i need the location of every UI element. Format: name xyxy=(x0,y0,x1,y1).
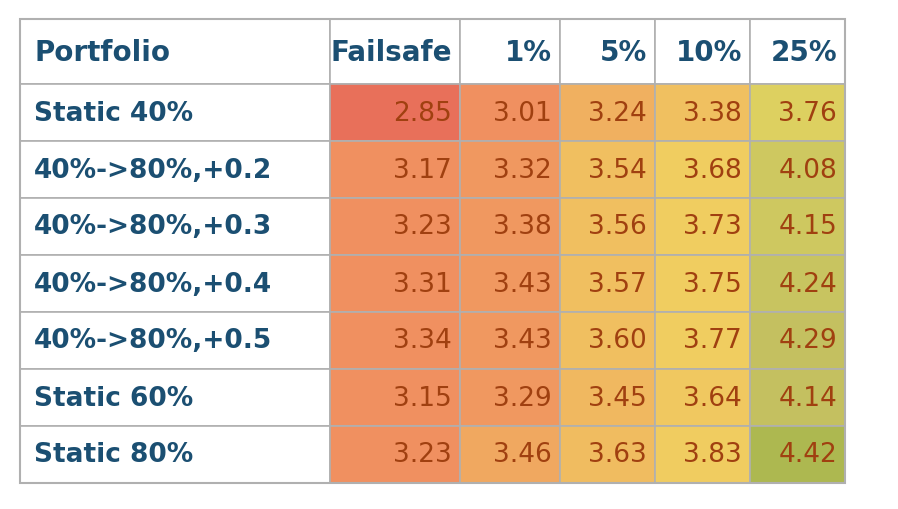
Bar xyxy=(460,199,560,256)
Bar xyxy=(560,20,655,85)
Text: 3.63: 3.63 xyxy=(588,442,647,468)
Bar xyxy=(655,20,750,85)
Text: 4.08: 4.08 xyxy=(779,157,837,183)
Text: 3.17: 3.17 xyxy=(393,157,452,183)
Text: 25%: 25% xyxy=(770,38,837,66)
Text: 3.24: 3.24 xyxy=(588,100,647,126)
Bar xyxy=(655,142,750,199)
Text: 4.42: 4.42 xyxy=(779,442,837,468)
Text: 4.14: 4.14 xyxy=(779,385,837,411)
Bar xyxy=(655,426,750,483)
Bar xyxy=(20,85,330,142)
Text: 3.83: 3.83 xyxy=(683,442,742,468)
Text: 1%: 1% xyxy=(505,38,552,66)
Text: Static 40%: Static 40% xyxy=(34,100,193,126)
Bar xyxy=(330,85,460,142)
Bar xyxy=(560,369,655,426)
Bar xyxy=(20,369,330,426)
Bar xyxy=(330,256,460,313)
Bar xyxy=(20,142,330,199)
Text: 3.15: 3.15 xyxy=(393,385,452,411)
Text: 4.15: 4.15 xyxy=(779,214,837,240)
Text: 4.29: 4.29 xyxy=(779,328,837,354)
Text: 40%->80%,+0.5: 40%->80%,+0.5 xyxy=(34,328,272,354)
Text: 40%->80%,+0.3: 40%->80%,+0.3 xyxy=(34,214,272,240)
Bar xyxy=(560,85,655,142)
Bar xyxy=(20,256,330,313)
Bar xyxy=(330,199,460,256)
Bar xyxy=(20,313,330,369)
Text: Portfolio: Portfolio xyxy=(34,38,170,66)
Bar xyxy=(750,199,845,256)
Text: 40%->80%,+0.4: 40%->80%,+0.4 xyxy=(34,271,272,297)
Text: 3.77: 3.77 xyxy=(683,328,742,354)
Bar xyxy=(655,256,750,313)
Bar xyxy=(460,313,560,369)
Bar xyxy=(20,20,330,85)
Bar xyxy=(560,256,655,313)
Text: 3.32: 3.32 xyxy=(493,157,552,183)
Text: 3.57: 3.57 xyxy=(588,271,647,297)
Text: 3.45: 3.45 xyxy=(588,385,647,411)
Bar xyxy=(750,85,845,142)
Text: 3.31: 3.31 xyxy=(393,271,452,297)
Text: 3.34: 3.34 xyxy=(393,328,452,354)
Bar xyxy=(460,256,560,313)
Text: Static 60%: Static 60% xyxy=(34,385,193,411)
Bar xyxy=(460,85,560,142)
Bar xyxy=(750,426,845,483)
Bar xyxy=(330,20,460,85)
Bar xyxy=(655,369,750,426)
Bar xyxy=(560,142,655,199)
Text: 3.73: 3.73 xyxy=(683,214,742,240)
Text: 3.43: 3.43 xyxy=(493,271,552,297)
Text: 3.56: 3.56 xyxy=(588,214,647,240)
Bar xyxy=(20,199,330,256)
Text: 3.68: 3.68 xyxy=(683,157,742,183)
Bar xyxy=(750,142,845,199)
Text: 2.85: 2.85 xyxy=(393,100,452,126)
Text: 3.64: 3.64 xyxy=(683,385,742,411)
Bar xyxy=(330,142,460,199)
Text: 5%: 5% xyxy=(600,38,647,66)
Bar xyxy=(460,142,560,199)
Bar xyxy=(330,369,460,426)
Text: 4.24: 4.24 xyxy=(779,271,837,297)
Text: 3.60: 3.60 xyxy=(588,328,647,354)
Text: 40%->80%,+0.2: 40%->80%,+0.2 xyxy=(34,157,272,183)
Bar xyxy=(560,199,655,256)
Text: 3.23: 3.23 xyxy=(393,442,452,468)
Text: 3.38: 3.38 xyxy=(683,100,742,126)
Bar xyxy=(655,199,750,256)
Text: 3.46: 3.46 xyxy=(493,442,552,468)
Text: 10%: 10% xyxy=(675,38,742,66)
Text: Static 80%: Static 80% xyxy=(34,442,193,468)
Text: Failsafe: Failsafe xyxy=(330,38,452,66)
Bar xyxy=(560,313,655,369)
Text: 3.75: 3.75 xyxy=(683,271,742,297)
Text: 3.54: 3.54 xyxy=(588,157,647,183)
Bar xyxy=(460,369,560,426)
Bar xyxy=(460,426,560,483)
Text: 3.01: 3.01 xyxy=(493,100,552,126)
Bar xyxy=(330,313,460,369)
Text: 3.23: 3.23 xyxy=(393,214,452,240)
Bar xyxy=(460,20,560,85)
Bar xyxy=(750,369,845,426)
Bar xyxy=(655,313,750,369)
Text: 3.38: 3.38 xyxy=(493,214,552,240)
Text: 3.29: 3.29 xyxy=(493,385,552,411)
Bar xyxy=(655,85,750,142)
Bar xyxy=(750,20,845,85)
Bar xyxy=(750,256,845,313)
Text: 3.43: 3.43 xyxy=(493,328,552,354)
Bar xyxy=(560,426,655,483)
Text: 3.76: 3.76 xyxy=(779,100,837,126)
Bar xyxy=(750,313,845,369)
Bar xyxy=(330,426,460,483)
Bar xyxy=(20,426,330,483)
